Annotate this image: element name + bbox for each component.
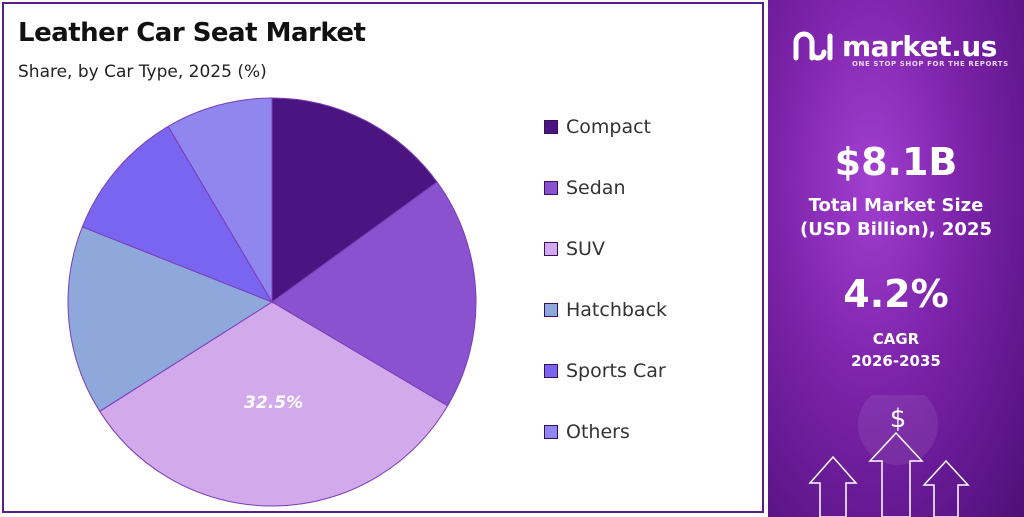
chart-panel: Leather Car Seat Market Share, by Car Ty… (2, 2, 764, 513)
legend-item-suv: SUV (544, 236, 605, 262)
pie-slice-suv (99, 301, 449, 507)
legend-label: Sedan (566, 177, 626, 199)
legend-swatch (544, 120, 558, 134)
legend-item-compact: Compact (544, 114, 651, 140)
dollar-sign: $ (890, 404, 907, 434)
growth-arrows-icon: $ (808, 395, 970, 517)
pie-slice-others (167, 97, 273, 304)
legend-swatch (544, 242, 558, 256)
legend-item-sports-car: Sports Car (544, 358, 666, 384)
legend-swatch (544, 181, 558, 195)
summary-panel: market.us ONE STOP SHOP FOR THE REPORTS … (768, 0, 1024, 517)
pie-slice-hatchback (67, 226, 274, 412)
pie-slice-sports-car (81, 125, 274, 304)
cagr-label-line2: 2026-2035 (851, 352, 941, 370)
cagr-value: 4.2% (843, 272, 949, 316)
legend-label: Compact (566, 116, 651, 138)
brand-tagline: ONE STOP SHOP FOR THE REPORTS (852, 60, 1009, 68)
market-size-label-line2: (USD Billion), 2025 (799, 219, 993, 240)
market-us-logo-icon (793, 31, 833, 61)
pie-slice-sedan (271, 181, 477, 407)
legend-swatch (544, 303, 558, 317)
slice-data-label: 32.5% (244, 393, 303, 413)
legend-item-hatchback: Hatchback (544, 297, 667, 323)
chart-subtitle: Share, by Car Type, 2025 (%) (18, 62, 267, 82)
market-size-value: $8.1B (834, 140, 958, 184)
legend-label: Sports Car (566, 360, 666, 382)
chart-title: Leather Car Seat Market (18, 18, 366, 48)
brand-name: market.us (842, 29, 997, 63)
legend-item-others: Others (544, 419, 630, 445)
legend-label: Others (566, 421, 630, 443)
brand: market.us (792, 28, 997, 64)
market-size-label-line1: Total Market Size (808, 195, 984, 216)
legend-label: SUV (566, 238, 605, 260)
legend-swatch (544, 425, 558, 439)
cagr-label-line1: CAGR (872, 330, 920, 348)
legend-swatch (544, 364, 558, 378)
legend-item-sedan: Sedan (544, 175, 626, 201)
pie-chart: 32.5% (67, 97, 477, 507)
legend-label: Hatchback (566, 299, 668, 321)
pie-slice-compact (271, 97, 438, 303)
